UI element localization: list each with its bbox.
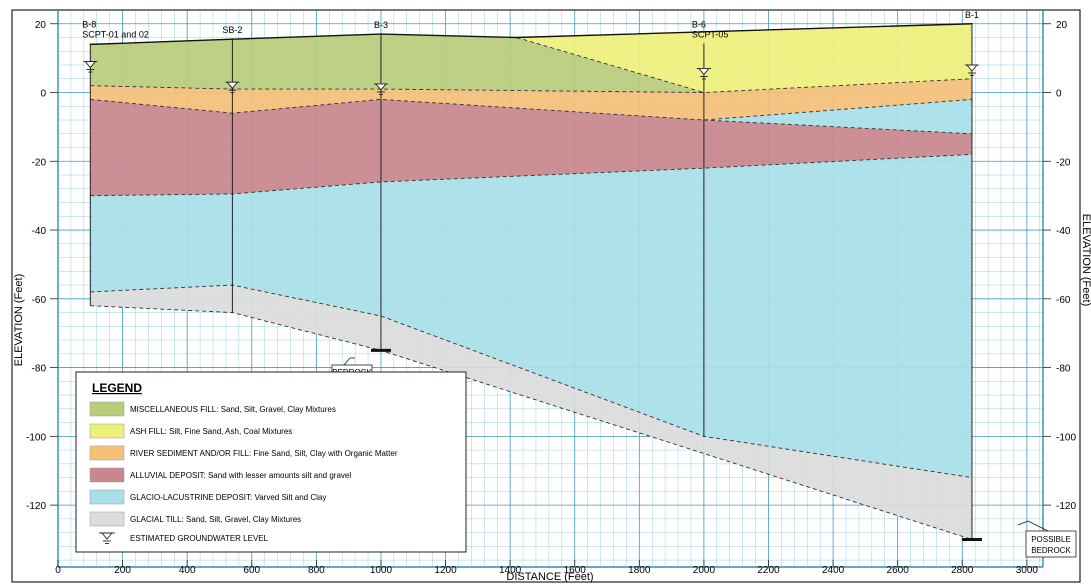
layer-glacio <box>90 99 972 478</box>
y-tick-label: 0 <box>40 89 46 100</box>
x-tick-label: 1200 <box>434 565 457 576</box>
possible-bedrock-callout: POSSIBLE BEDROCK <box>1017 520 1077 558</box>
boring-name: SB-2 <box>222 25 242 35</box>
x-tick-label: 2400 <box>822 565 845 576</box>
boring-b-1: B-1 <box>961 10 982 541</box>
x-tick-label: 3000 <box>1016 565 1039 576</box>
y-tick-label-right: 20 <box>1056 20 1068 31</box>
y-tick-label: -100 <box>26 432 46 443</box>
groundwater-symbol <box>696 68 711 80</box>
legend-label: ASH FILL: Silt, Fine Sand, Ash, Coal Mix… <box>130 427 292 436</box>
legend-label: MISCELLANEOUS FILL: Sand, Silt, Gravel, … <box>130 405 336 414</box>
y-tick-label: -60 <box>32 295 47 306</box>
layer-alluvial <box>90 99 972 196</box>
x-tick-label: 1600 <box>564 565 587 576</box>
legend-swatch <box>89 445 125 461</box>
x-tick-label: 0 <box>55 565 61 576</box>
y-tick-label-right: -80 <box>1056 364 1071 375</box>
groundwater-symbol <box>83 61 98 73</box>
y-tick-label-right: -60 <box>1056 295 1071 306</box>
legend-item: GLACIAL TILL: Sand, Silt, Gravel, Clay M… <box>89 511 301 527</box>
groundwater-legend-item: ESTIMATED GROUNDWATER LEVEL <box>99 532 269 544</box>
legend-swatch <box>89 423 125 439</box>
groundwater-legend-label: ESTIMATED GROUNDWATER LEVEL <box>130 534 269 543</box>
legend-label: RIVER SEDIMENT AND/OR FILL: Fine Sand, S… <box>130 449 398 458</box>
x-tick-label: 2200 <box>757 565 780 576</box>
x-tick-label: 1400 <box>499 565 522 576</box>
groundwater-symbol <box>373 83 388 95</box>
layer-misc_fill <box>90 34 704 93</box>
possible-bedrock-label-2: BEDROCK <box>1031 546 1071 555</box>
legend-swatch <box>89 467 125 483</box>
groundwater-symbol <box>964 64 979 76</box>
soil-layers <box>90 23 972 540</box>
y-tick-label-right: -100 <box>1056 432 1076 443</box>
layer-ash_fill <box>516 23 972 93</box>
boring-name: B-1 <box>965 10 979 20</box>
y-tick-label: -40 <box>32 226 47 237</box>
y-tick-labels-right: 20 0 -20 -40 -60 -80 -100 -120 <box>1043 20 1076 512</box>
y-tick-label: -20 <box>32 157 47 168</box>
y-axis-label: ELEVATION (Feet) <box>13 274 25 367</box>
x-tick-label: 400 <box>179 565 196 576</box>
legend-items: MISCELLANEOUS FILL: Sand, Silt, Gravel, … <box>89 401 398 527</box>
layer-boundary <box>90 153 972 197</box>
x-tick-label: 2000 <box>693 565 716 576</box>
x-tick-label: 600 <box>243 565 260 576</box>
y-tick-label-right: 0 <box>1056 89 1062 100</box>
legend-swatch <box>89 401 125 417</box>
legend-label: ALLUVIAL DEPOSIT: Sand with lesser amoun… <box>130 471 351 480</box>
legend-title: LEGEND <box>92 381 142 395</box>
x-tick-label: 800 <box>308 565 325 576</box>
boring-sb-2: SB-2 <box>222 25 242 313</box>
y-tick-label-right: -20 <box>1056 157 1071 168</box>
x-axis-label: DISTANCE (Feet) <box>506 571 593 583</box>
legend-label: GLACIAL TILL: Sand, Silt, Gravel, Clay M… <box>130 515 301 524</box>
legend-label: GLACIO-LACUSTRINE DEPOSIT: Varved Silt a… <box>130 493 326 502</box>
groundwater-symbol <box>225 81 240 94</box>
y-tick-label: -120 <box>26 501 46 512</box>
boring-b-3: B-3 <box>370 20 391 352</box>
possible-bedrock-label-1: POSSIBLE <box>1031 535 1071 544</box>
boring-name: B-3 <box>374 20 388 30</box>
legend-item: GLACIO-LACUSTRINE DEPOSIT: Varved Silt a… <box>89 489 326 505</box>
x-tick-labels: 0 200 400 600 800 1000 1200 1400 1600 1800 2000 220… <box>55 560 1038 576</box>
legend-item: MISCELLANEOUS FILL: Sand, Silt, Gravel, … <box>89 401 336 417</box>
layer-boundary <box>516 37 705 93</box>
y-tick-label: 20 <box>35 20 47 31</box>
legend-swatch <box>89 511 125 527</box>
boring-name: B-8 <box>82 19 96 29</box>
boring-name: B-6 <box>692 19 706 29</box>
legend-swatch <box>89 489 125 505</box>
groundwater-icon <box>99 532 115 544</box>
legend-item: RIVER SEDIMENT AND/OR FILL: Fine Sand, S… <box>89 445 398 461</box>
legend: LEGEND MISCELLANEOUS FILL: Sand, Silt, G… <box>75 371 467 553</box>
legend-item: ALLUVIAL DEPOSIT: Sand with lesser amoun… <box>89 467 351 483</box>
plot-border <box>11 9 1081 583</box>
x-tick-label: 200 <box>114 565 131 576</box>
x-tick-label: 1800 <box>628 565 651 576</box>
boring-subname: SCPT-05 <box>692 29 729 39</box>
y-tick-label-right: -120 <box>1056 501 1076 512</box>
y-tick-label: -80 <box>32 364 47 375</box>
y-axis-label-right: ELEVATION (Feet) <box>1080 214 1091 307</box>
legend-item: ASH FILL: Silt, Fine Sand, Ash, Coal Mix… <box>89 423 292 439</box>
boring-subname: SCPT-01 and 02 <box>82 29 149 39</box>
x-tick-label: 1000 <box>370 565 393 576</box>
x-tick-label: 2600 <box>887 565 910 576</box>
layer-boundary <box>703 119 972 135</box>
y-tick-labels: 20 0 -20 -40 -60 -80 -100 -120 <box>26 20 58 512</box>
y-tick-label-right: -40 <box>1056 226 1071 237</box>
x-tick-label: 2800 <box>951 565 974 576</box>
